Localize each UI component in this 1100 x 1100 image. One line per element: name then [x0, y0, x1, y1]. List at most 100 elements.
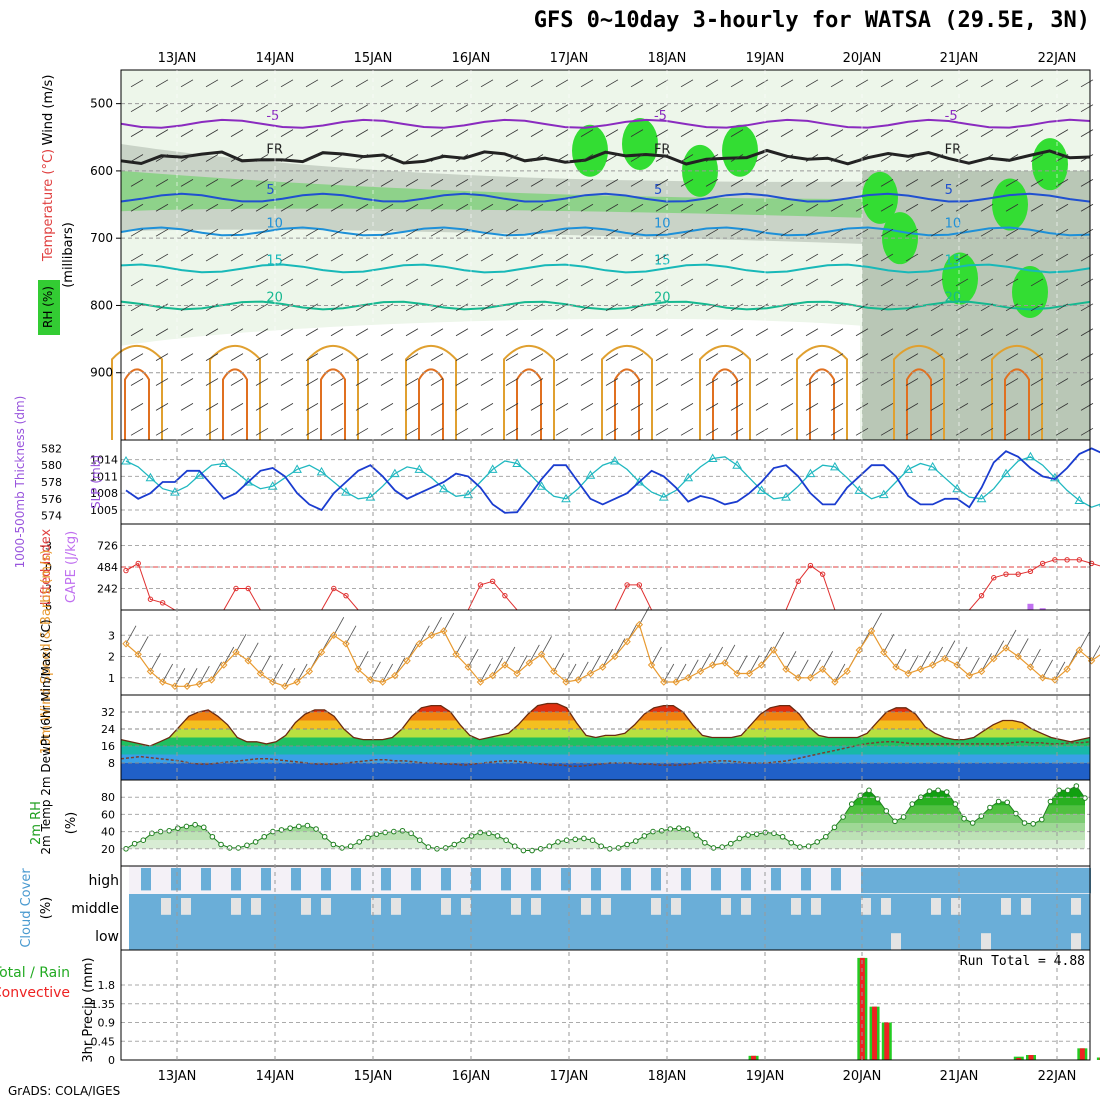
panel-frame	[120, 949, 1091, 1061]
rh-marker	[771, 830, 777, 837]
wind-barb	[180, 353, 194, 361]
wind-speed-marker	[880, 648, 888, 656]
rh-marker	[581, 835, 587, 842]
rh-marker	[1047, 798, 1054, 805]
wind-barb	[230, 403, 244, 411]
rh-marker	[1039, 816, 1045, 823]
wind-barb	[305, 403, 319, 411]
wind-barb	[905, 328, 919, 337]
wind-barb	[1005, 427, 1019, 436]
wind-barb	[830, 303, 844, 312]
wind-barb	[1080, 179, 1094, 187]
rh-marker	[693, 832, 700, 838]
wind-barb	[980, 203, 994, 212]
wind-speed-marker	[708, 661, 717, 669]
thickness-marker	[145, 472, 156, 482]
wind-barb	[655, 378, 669, 386]
cloud-high-bar	[501, 868, 511, 891]
wind-barb	[805, 403, 819, 411]
cape-tick-label: 484	[97, 561, 118, 574]
wind-speed-marker	[843, 667, 851, 676]
wind-barb	[655, 353, 669, 361]
li-marker	[991, 575, 997, 581]
wind-barb	[930, 228, 944, 237]
cloud-high-bar	[1051, 868, 1061, 894]
wind-barb	[155, 104, 169, 113]
wind-barb	[1080, 427, 1094, 436]
wind-barb	[155, 79, 169, 88]
warm-contour	[320, 368, 346, 440]
wind-barb	[530, 104, 544, 113]
wind-barb	[830, 278, 844, 287]
precip-legend-total: Total / Rain	[0, 965, 70, 981]
thickness-marker	[512, 458, 522, 468]
cloud-high-bar	[1081, 868, 1091, 894]
warm-contour	[601, 344, 653, 440]
wind-barb	[380, 104, 394, 113]
wind-barb	[605, 129, 619, 137]
wind-barb	[230, 129, 244, 137]
rh-marker	[166, 827, 172, 834]
wind-barb	[955, 129, 969, 137]
rh-marker	[486, 830, 492, 837]
wind-barb	[871, 612, 882, 632]
rh-marker	[494, 833, 501, 839]
wind-barb	[505, 203, 519, 212]
wind-speed-marker	[855, 646, 864, 654]
wind-speed-marker	[611, 652, 619, 661]
wind-barb	[980, 79, 994, 88]
wind-barb	[205, 427, 219, 436]
wind-barb	[230, 179, 244, 187]
wind-barb	[180, 253, 194, 262]
cloud-high-bar	[921, 868, 931, 894]
wind-barb	[530, 154, 544, 162]
wind-barb	[780, 79, 794, 88]
cape-axis-label: CAPE (J/kg)	[64, 531, 79, 603]
wind-barb	[455, 403, 469, 411]
wind-speed-marker	[122, 640, 130, 648]
rh-marker	[702, 839, 708, 846]
li-marker	[1015, 571, 1021, 577]
y-tick-label: 900	[90, 366, 113, 380]
wind-barb	[330, 104, 344, 113]
isotherm-label: -5	[945, 109, 958, 124]
wind-speed-marker	[195, 680, 204, 688]
wind-barb	[755, 228, 769, 237]
rh-marker	[140, 837, 147, 844]
wind-barb	[705, 179, 719, 187]
thickness-marker	[707, 453, 718, 462]
wind-barb	[223, 646, 235, 666]
isotherm-label: 5	[266, 183, 274, 198]
wind-barb	[255, 328, 269, 337]
cloud-high-bar	[231, 868, 241, 891]
cloud-high-bar	[531, 868, 541, 891]
wind-speed-marker	[427, 631, 436, 639]
rh-marker	[356, 839, 363, 845]
wind-barb	[730, 129, 744, 137]
wind-barb	[655, 278, 669, 287]
wind-barb	[705, 378, 719, 386]
wind-barb	[993, 640, 1005, 659]
wind-barb	[780, 328, 794, 337]
cloud-high-bar	[381, 868, 391, 891]
wind-speed-marker	[513, 669, 521, 678]
wind-barb	[255, 403, 269, 411]
wind-barb	[430, 328, 444, 337]
thickness-marker	[414, 464, 425, 473]
wind-barb	[380, 378, 394, 386]
wind-speed-marker	[574, 676, 582, 684]
wind-barb	[1005, 629, 1017, 649]
wind-barb	[773, 631, 785, 651]
wind-barb	[855, 129, 869, 137]
wind-barb	[930, 79, 944, 88]
wind-barb	[355, 154, 369, 162]
li-marker	[1064, 557, 1070, 563]
warm-contour	[906, 368, 932, 440]
wind-barb	[505, 427, 519, 436]
wind-barb	[455, 79, 469, 88]
wind-barb	[830, 228, 844, 237]
rh-green-cell	[992, 178, 1028, 231]
wind-barb	[280, 79, 294, 88]
cape-bar	[1039, 608, 1046, 610]
temp-band	[121, 737, 1090, 746]
